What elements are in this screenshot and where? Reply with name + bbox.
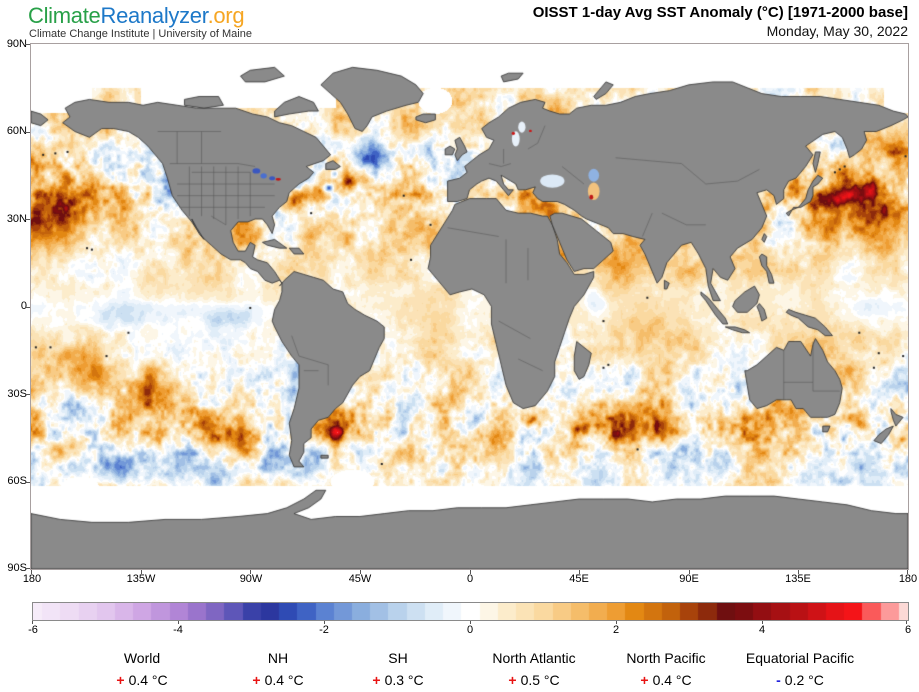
lon-label-45w: 45W [348, 573, 372, 585]
stat-label: Equatorial Pacific [745, 650, 855, 666]
anomaly-sign: - [776, 672, 781, 688]
lat-label-90s: 90S [7, 562, 27, 574]
logo-part-climate: Climate [28, 3, 101, 28]
chart-title: OISST 1-day Avg SST Anomaly (°C) [1971-2… [532, 4, 908, 21]
axis-tick [25, 482, 30, 483]
institute-subtitle: Climate Change Institute | University of… [29, 28, 252, 40]
lat-label-30n: 30N [6, 213, 27, 225]
stat-north-pacific: North Pacific +0.4 °C [581, 650, 751, 688]
anomaly-value: 0.4 °C [264, 672, 304, 688]
axis-tick [689, 570, 690, 574]
lat-label-60s: 60S [7, 475, 27, 487]
lon-label-180e: 180 [898, 573, 918, 585]
axis-tick [907, 570, 908, 574]
axis-tick [32, 621, 33, 624]
axis-tick [25, 394, 30, 395]
axis-tick [579, 570, 580, 574]
axis-tick [324, 621, 325, 624]
colorbar-label-4: 4 [758, 624, 766, 636]
colorbar-label-0: 0 [466, 624, 474, 636]
stat-north-atlantic: North Atlantic +0.5 °C [449, 650, 619, 688]
stat-value: +0.5 °C [449, 672, 619, 688]
anomaly-value: 0.4 °C [128, 672, 168, 688]
colorbar [32, 602, 909, 621]
anomaly-value: 0.4 °C [652, 672, 692, 688]
stat-label: SH [388, 650, 408, 666]
axis-tick [25, 219, 30, 220]
stat-value: +0.3 °C [313, 672, 483, 688]
axis-tick [470, 570, 471, 574]
sst-anomaly-map [30, 43, 909, 570]
site-logo[interactable]: ClimateReanalyzer.org [28, 3, 245, 29]
colorbar-label-2: 2 [612, 624, 620, 636]
lon-label-0: 0 [466, 573, 474, 585]
stat-value: -0.2 °C [715, 672, 885, 688]
anomaly-sign: + [508, 672, 517, 688]
stat-label: North Pacific [626, 650, 706, 666]
colorbar-label-neg2: -2 [319, 624, 329, 636]
lat-label-30s: 30S [7, 388, 27, 400]
axis-tick [470, 621, 471, 624]
lon-label-180w: 180 [22, 573, 42, 585]
lat-label-0: 0 [20, 300, 27, 312]
stat-value: +0.4 °C [581, 672, 751, 688]
axis-tick [906, 621, 907, 624]
stat-label: NH [267, 650, 289, 666]
lat-label-60n: 60N [6, 125, 27, 137]
anomaly-sign: + [372, 672, 381, 688]
stat-equatorial-pacific: Equatorial Pacific -0.2 °C [715, 650, 885, 688]
anomaly-sign: + [116, 672, 125, 688]
chart-date: Monday, May 30, 2022 [766, 23, 908, 39]
axis-tick [25, 307, 30, 308]
stat-sh: SH +0.3 °C [313, 650, 483, 688]
axis-tick [31, 570, 32, 574]
stat-label: World [123, 650, 161, 666]
logo-part-org: .org [207, 3, 245, 28]
axis-tick [25, 132, 30, 133]
colorbar-canvas [33, 603, 908, 620]
lat-label-90n: 90N [6, 38, 27, 50]
stat-value: +0.4 °C [57, 672, 227, 688]
anomaly-sign: + [252, 672, 261, 688]
axis-tick [25, 568, 30, 569]
stat-label: North Atlantic [492, 650, 576, 666]
lon-label-135e: 135E [785, 573, 811, 585]
axis-tick [178, 621, 179, 624]
axis-tick [762, 621, 763, 624]
axis-tick [25, 44, 30, 45]
anomaly-value: 0.5 °C [520, 672, 560, 688]
lon-label-45e: 45E [569, 573, 589, 585]
anomaly-value: 0.2 °C [784, 672, 824, 688]
anomaly-value: 0.3 °C [384, 672, 424, 688]
axis-tick [141, 570, 142, 574]
anomaly-sign: + [640, 672, 649, 688]
colorbar-label-neg6: -6 [28, 624, 38, 636]
stat-value: +0.4 °C [193, 672, 363, 688]
colorbar-label-6: 6 [904, 624, 912, 636]
axis-tick [250, 570, 251, 574]
stat-nh: NH +0.4 °C [193, 650, 363, 688]
lon-label-90w: 90W [239, 573, 263, 585]
axis-tick [616, 621, 617, 624]
stat-world: World +0.4 °C [57, 650, 227, 688]
logo-part-reanalyzer: Reanalyzer [100, 3, 208, 28]
map-canvas [31, 44, 908, 569]
lon-label-90e: 90E [679, 573, 699, 585]
axis-tick [798, 570, 799, 574]
colorbar-label-neg4: -4 [173, 624, 183, 636]
axis-tick [360, 570, 361, 574]
lon-label-135w: 135W [126, 573, 156, 585]
